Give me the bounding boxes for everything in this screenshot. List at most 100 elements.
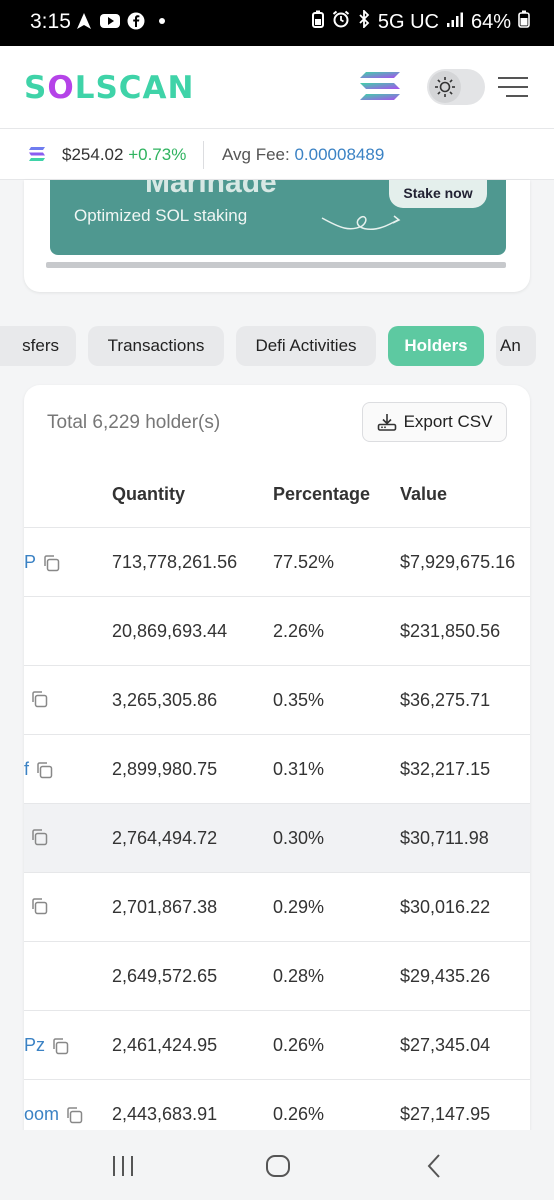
solana-logo-icon[interactable] — [360, 68, 402, 104]
holder-address[interactable]: f — [24, 759, 53, 780]
avg-fee-value[interactable]: 0.00008489 — [294, 145, 385, 164]
column-header-percentage: Percentage — [273, 484, 371, 504]
more-notifications-dot-icon — [152, 11, 172, 31]
banner-scrollbar[interactable] — [46, 262, 506, 268]
table-row: 2,764,494.72 0.30% $30,711.98 — [24, 804, 530, 873]
price-divider — [203, 141, 204, 169]
tab-label: sfers — [22, 336, 59, 355]
holder-value: $30,711.98 — [400, 828, 489, 848]
copy-icon[interactable] — [30, 828, 48, 846]
status-time: 3:15 — [30, 10, 71, 33]
holder-address[interactable] — [24, 828, 48, 846]
holder-address[interactable] — [24, 690, 48, 708]
tab-defi-activities[interactable]: Defi Activities — [236, 326, 376, 366]
export-csv-button[interactable]: Export CSV — [362, 402, 507, 442]
holder-quantity: 2,701,867.38 — [112, 897, 218, 917]
holder-percentage: 0.26% — [273, 1104, 325, 1124]
system-nav-bar — [0, 1130, 554, 1200]
table-row: oom 2,443,683.91 0.26% $27,147.95 — [24, 1080, 530, 1145]
marinade-ad-banner[interactable]: Marinade Optimized SOL staking Stake now — [50, 180, 506, 255]
holders-card: Total 6,229 holder(s) Export CSV Quantit… — [24, 385, 530, 1145]
holder-value: $27,345.04 — [400, 1035, 491, 1055]
holder-address-text[interactable]: Pz — [24, 1035, 46, 1055]
system-status: 5G UC 64% — [311, 8, 530, 34]
avg-fee-label: Avg Fee: — [222, 145, 290, 164]
network-label: 5G UC — [377, 10, 439, 33]
holder-value: $30,016.22 — [400, 897, 491, 917]
app-header: SOLSCAN — [0, 46, 554, 128]
table-row: Pz 2,461,424.95 0.26% $27,345.04 — [24, 1011, 530, 1080]
holder-percentage: 0.31% — [273, 759, 325, 779]
swirl-decoration-icon — [321, 215, 401, 230]
table-row: 3,265,305.86 0.35% $36,275.71 — [24, 666, 530, 735]
holder-percentage: 0.28% — [273, 966, 325, 986]
total-holders: Total 6,229 holder(s) — [47, 412, 221, 433]
holder-address[interactable] — [24, 897, 48, 915]
holder-percentage: 0.26% — [273, 1035, 325, 1055]
avg-fee: Avg Fee: 0.00008489 — [222, 145, 384, 165]
token-tabs: sfers Transactions Defi Activities Holde… — [0, 326, 554, 368]
tab-label: Holders — [404, 336, 468, 355]
holder-quantity: 2,649,572.65 — [112, 966, 218, 986]
copy-icon[interactable] — [42, 554, 60, 572]
battery-icon — [518, 10, 530, 34]
banner-title: Marinade — [145, 180, 277, 199]
home-icon[interactable] — [260, 1152, 296, 1180]
tab-transfers[interactable]: sfers — [0, 326, 76, 366]
holder-address-text[interactable]: P — [24, 552, 37, 572]
signal-icon — [446, 11, 464, 34]
table-row: P 713,778,261.56 77.52% $7,929,675.16 — [24, 528, 530, 597]
tab-analytics[interactable]: An — [496, 326, 536, 366]
holder-value: $27,147.95 — [400, 1104, 491, 1124]
copy-icon[interactable] — [30, 690, 48, 708]
header-divider — [24, 527, 530, 528]
youtube-icon — [100, 11, 120, 31]
facebook-icon — [126, 11, 146, 31]
tab-label: An — [500, 336, 521, 355]
solana-small-icon — [28, 145, 46, 168]
holder-quantity: 20,869,693.44 — [112, 621, 228, 641]
export-csv-label: Export CSV — [403, 412, 493, 431]
tab-holders[interactable]: Holders — [388, 326, 484, 366]
column-header-quantity: Quantity — [112, 484, 186, 504]
hamburger-menu-icon[interactable] — [498, 76, 530, 98]
holder-address-text[interactable]: f — [24, 759, 30, 779]
alarm-icon — [332, 10, 350, 34]
holder-value: $231,850.56 — [400, 621, 501, 641]
back-icon[interactable] — [416, 1152, 452, 1180]
table-row: 20,869,693.44 2.26% $231,850.56 — [24, 597, 530, 666]
holder-percentage: 2.26% — [273, 621, 325, 641]
copy-icon[interactable] — [51, 1037, 69, 1055]
navigation-arrow-icon — [74, 11, 94, 31]
recent-apps-icon[interactable] — [105, 1152, 141, 1180]
holder-value: $36,275.71 — [400, 690, 491, 710]
solscan-logo[interactable]: SOLSCAN — [24, 70, 194, 106]
battery-percent: 64% — [470, 10, 511, 33]
logo-text: SOLSCAN — [24, 70, 195, 106]
stake-now-button[interactable]: Stake now — [389, 180, 487, 208]
price-bar: $254.02 +0.73% Avg Fee: 0.00008489 — [0, 128, 554, 180]
holder-percentage: 77.52% — [273, 552, 335, 572]
notification-icons — [74, 11, 172, 31]
holder-value: $29,435.26 — [400, 966, 491, 986]
banner-subtitle: Optimized SOL staking — [74, 206, 248, 225]
holder-percentage: 0.29% — [273, 897, 325, 917]
holder-value: $7,929,675.16 — [400, 552, 516, 572]
tab-transactions[interactable]: Transactions — [88, 326, 224, 366]
bluetooth-icon — [357, 8, 371, 34]
copy-icon[interactable] — [35, 761, 53, 779]
tab-label: Transactions — [107, 336, 205, 355]
copy-icon[interactable] — [65, 1106, 83, 1124]
holder-address[interactable]: oom — [24, 1104, 83, 1125]
download-icon — [377, 414, 396, 431]
holder-quantity: 3,265,305.86 — [112, 690, 218, 710]
holder-address[interactable]: P — [24, 552, 60, 573]
theme-toggle[interactable] — [427, 69, 485, 105]
holder-quantity: 2,461,424.95 — [112, 1035, 218, 1055]
table-row: f 2,899,980.75 0.31% $32,217.15 — [24, 735, 530, 804]
copy-icon[interactable] — [30, 897, 48, 915]
holder-address-text[interactable]: oom — [24, 1104, 60, 1124]
sol-price: $254.02 +0.73% — [62, 145, 186, 165]
holder-address[interactable]: Pz — [24, 1035, 69, 1056]
tab-label: Defi Activities — [255, 336, 357, 355]
